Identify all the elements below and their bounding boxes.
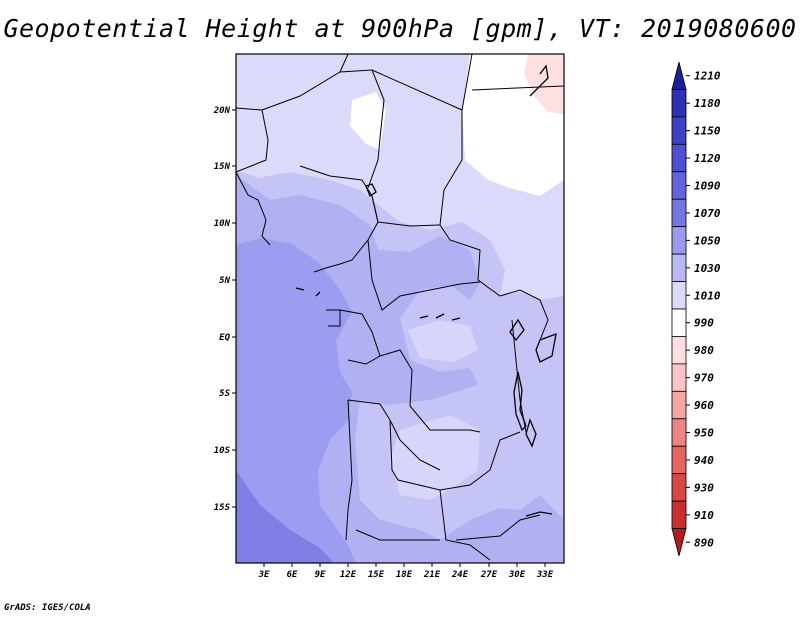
colorbar-label: 1180 xyxy=(694,97,721,110)
latitude-axis: 20N 15N 10N 5N EQ 5S 10S 15S xyxy=(213,106,236,513)
colorbar-label: 1150 xyxy=(694,125,721,138)
lon-label: 18E xyxy=(396,570,413,580)
lon-label: 12E xyxy=(340,570,357,580)
colorbar-label: 1010 xyxy=(694,289,721,302)
lon-label: 9E xyxy=(315,570,326,580)
lon-label: 6E xyxy=(287,570,298,580)
colorbar-label: 1090 xyxy=(694,180,721,193)
colorbar-label: 910 xyxy=(694,509,714,522)
lat-label: 10S xyxy=(214,446,231,456)
colorbar-swatch xyxy=(671,281,687,310)
lon-label: 24E xyxy=(451,570,469,580)
colorbar-label: 890 xyxy=(694,536,714,549)
lon-label: 30E xyxy=(508,570,526,580)
colorbar-label: 940 xyxy=(694,454,714,467)
colorbar-label: 970 xyxy=(694,372,714,385)
colorbar-label: 930 xyxy=(694,481,714,494)
colorbar-label: 990 xyxy=(694,317,714,330)
colorbar-label: 950 xyxy=(694,427,714,440)
contour-1070 xyxy=(236,238,356,563)
colorbar-swatch xyxy=(671,363,687,392)
lat-label: 5S xyxy=(219,389,230,399)
lon-label: 27E xyxy=(480,570,498,580)
colorbar-swatch xyxy=(671,308,687,337)
lon-label: 15E xyxy=(368,570,385,580)
map-panel xyxy=(236,54,564,563)
colorbar-swatch xyxy=(671,418,687,447)
lat-label: 10N xyxy=(214,219,231,229)
colorbar-label: 1050 xyxy=(694,234,721,247)
lat-label: 5N xyxy=(219,276,230,286)
colorbar-label: 1070 xyxy=(694,207,721,220)
colorbar-swatch xyxy=(671,500,687,529)
country-borders xyxy=(236,54,564,561)
colorbar-swatch xyxy=(671,61,687,90)
colorbar-label: 1120 xyxy=(694,152,721,165)
colorbar-swatch xyxy=(671,226,687,255)
colorbar-swatch xyxy=(671,253,687,282)
colorbar-swatch xyxy=(671,116,687,145)
contour-1030-patch xyxy=(408,320,478,362)
colorbar-swatch xyxy=(671,528,687,557)
contour-1030-patch-south xyxy=(390,415,480,500)
colorbar: 1210 1180 1150 1120 1090 1070 1050 1030 1010 990 9… xyxy=(671,61,721,557)
colorbar-swatch xyxy=(671,89,687,118)
lon-label: 21E xyxy=(423,570,441,580)
colorbar-swatch xyxy=(671,198,687,228)
longitude-axis: 3E 6E 9E 12E 15E 18E 21E 24E 27E 30E 33E xyxy=(258,563,554,580)
colorbar-swatch xyxy=(671,445,687,475)
contour-980 xyxy=(524,54,564,114)
colorbar-swatch xyxy=(671,390,687,420)
contour-1090 xyxy=(236,470,334,563)
lat-label: 15S xyxy=(214,503,231,513)
lat-label: 15N xyxy=(214,162,231,172)
colorbar-label: 980 xyxy=(694,344,714,357)
colorbar-label: 1030 xyxy=(694,262,721,275)
contour-white-lake xyxy=(350,92,386,150)
colorbar-swatch xyxy=(671,171,687,200)
lon-label: 3E xyxy=(258,570,270,580)
lakes xyxy=(295,64,557,517)
colorbar-swatch xyxy=(671,473,687,502)
map-frame xyxy=(235,53,565,564)
grads-credit: GrADS: IGES/COLA xyxy=(4,603,91,613)
colorbar-label: 1210 xyxy=(694,70,721,83)
lon-label: 33E xyxy=(536,570,554,580)
colorbar-label: 960 xyxy=(694,399,714,412)
colorbar-swatch xyxy=(671,336,687,365)
map-title: Geopotential Height at 900hPa [gpm], VT:… xyxy=(3,14,797,43)
lat-label: EQ xyxy=(219,333,230,343)
lat-label: 20N xyxy=(213,106,231,116)
colorbar-swatch xyxy=(671,143,687,173)
